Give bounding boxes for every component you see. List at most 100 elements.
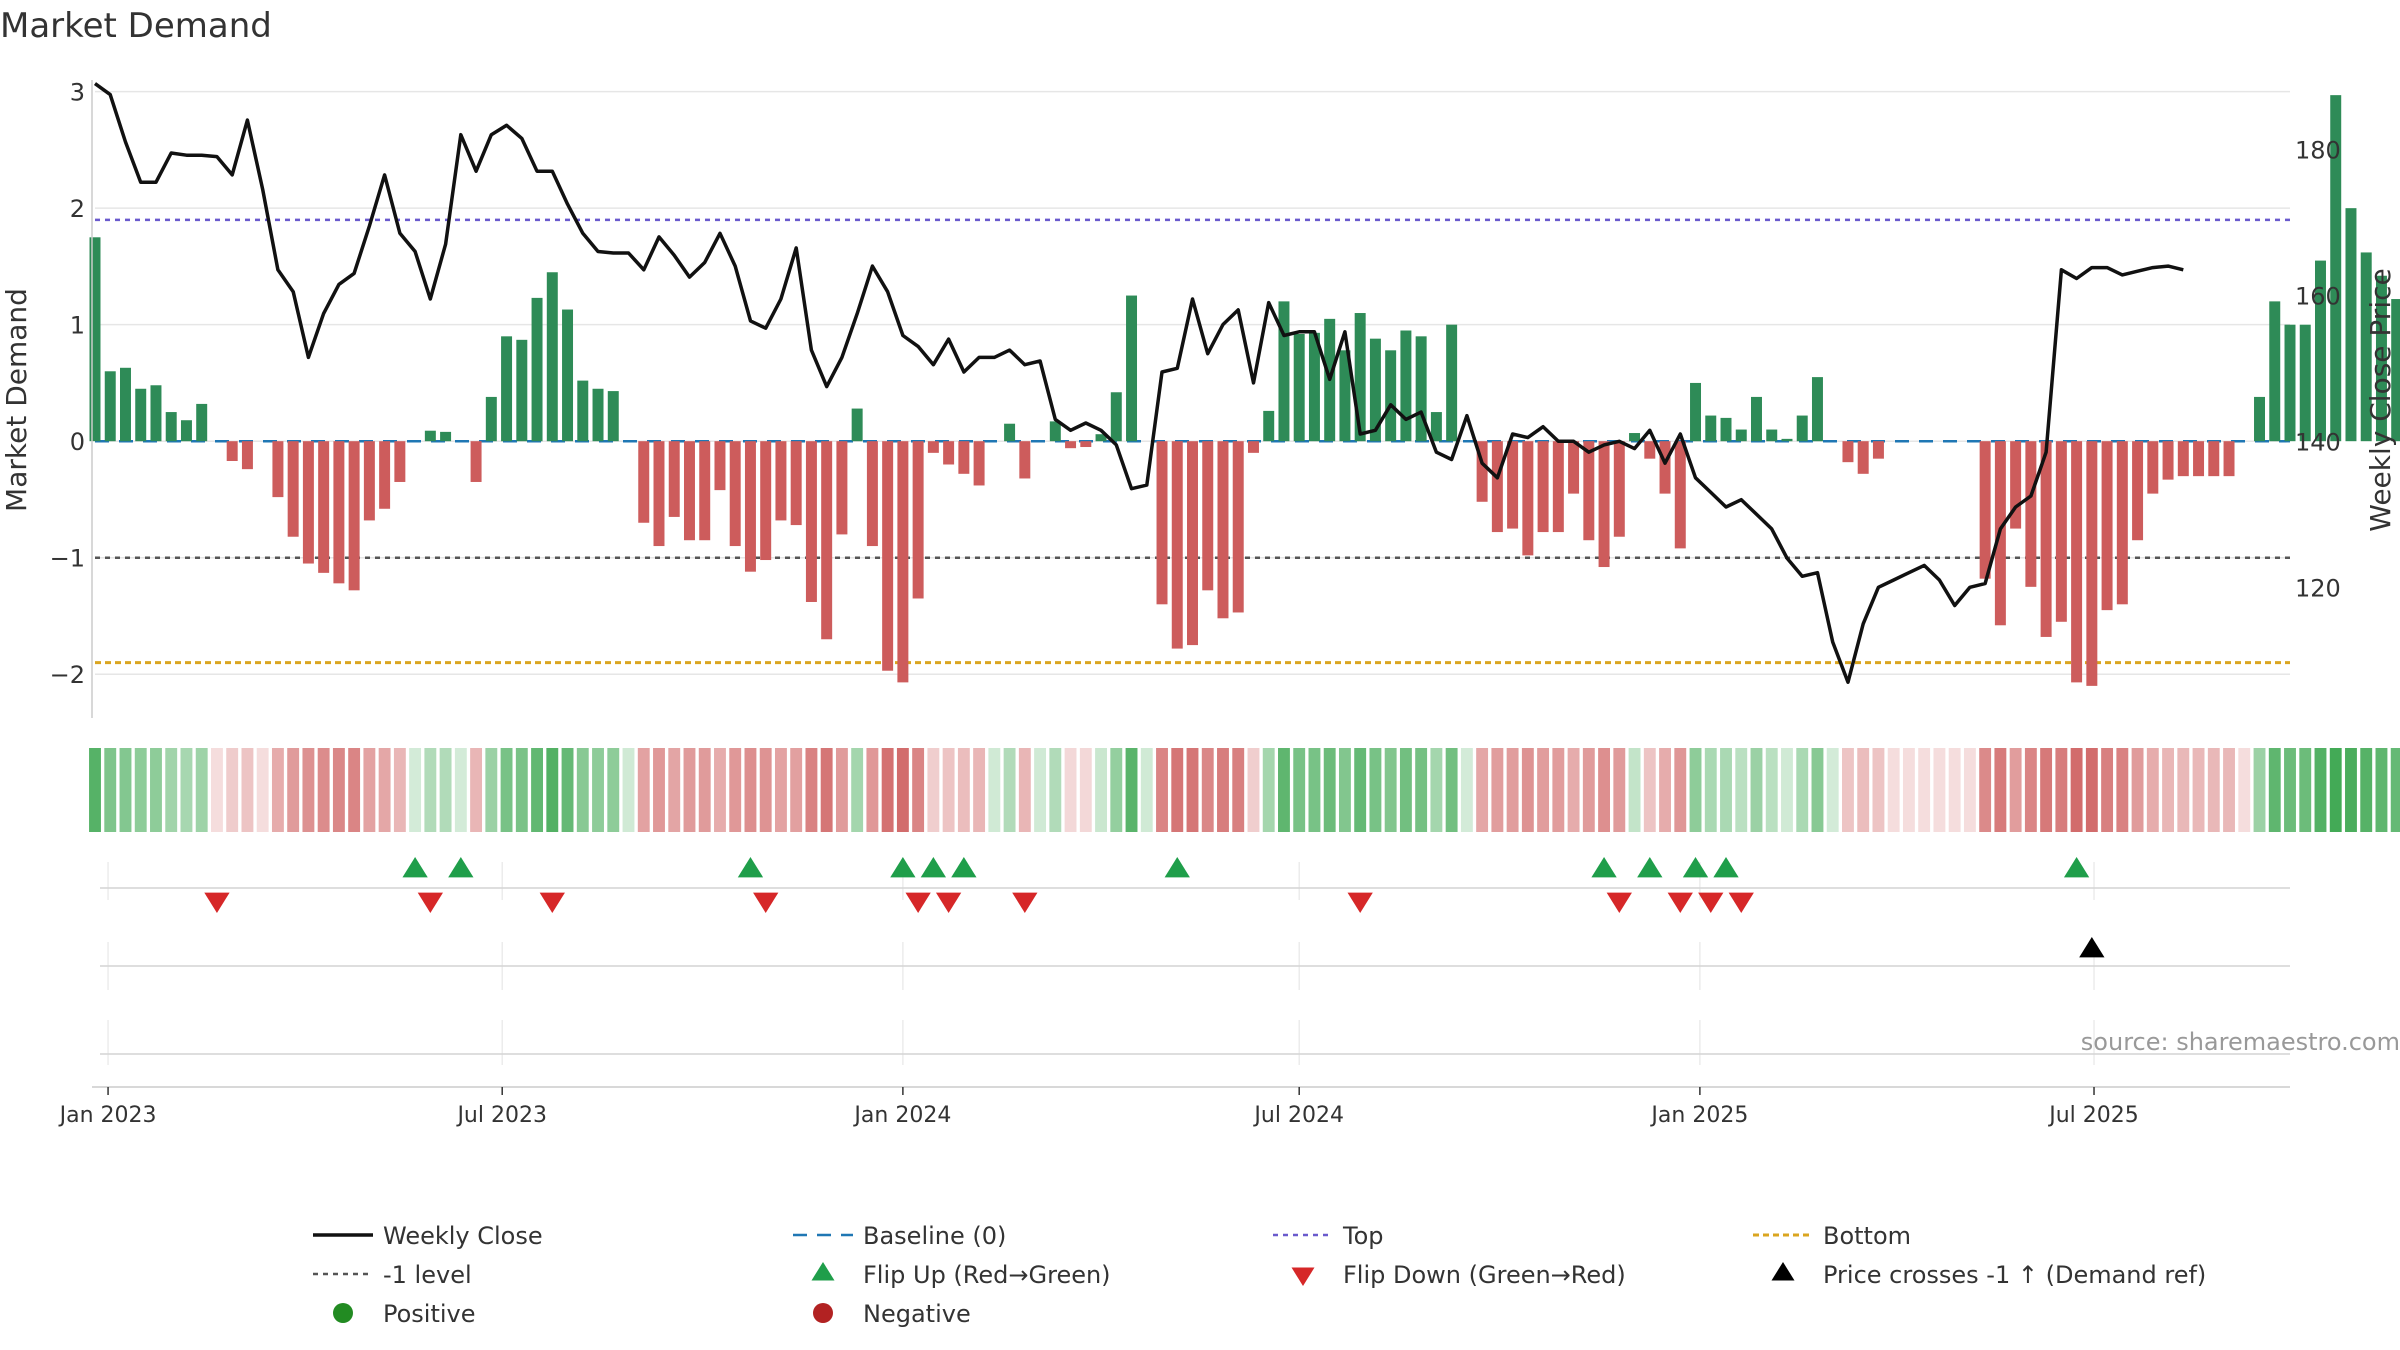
heat-strip-cell [424, 748, 437, 832]
heat-strip-cell [454, 748, 467, 832]
heat-strip-cell [1506, 748, 1519, 832]
positive-bar [531, 297, 543, 442]
heat-strip-cell [912, 748, 925, 832]
heat-strip-cell [2207, 748, 2220, 832]
positive-bar [196, 403, 208, 442]
negative-bar [2101, 441, 2113, 611]
legend-label: Flip Up (Red→Green) [863, 1261, 1111, 1289]
flip-down-marker [204, 892, 230, 913]
heat-strip-cell [1537, 748, 1550, 832]
reference-lines [95, 218, 2290, 665]
heat-strip-cell [439, 748, 452, 832]
heat-strip-cell [1704, 748, 1717, 832]
positive-bar [1400, 330, 1412, 442]
heat-strip-cell [668, 748, 681, 832]
heat-strip-cell [409, 748, 422, 832]
heat-strip-cell [1552, 748, 1565, 832]
negative-bar [1507, 441, 1519, 529]
negative-bar [1644, 441, 1656, 459]
heat-strip-cell [988, 748, 1001, 832]
legend-price-cross-swatch [1771, 1262, 1795, 1281]
heat-strip-cell [1933, 748, 1946, 832]
negative-bar [2177, 441, 2189, 477]
y-tick-label: 3 [70, 79, 85, 107]
negative-bar [2132, 441, 2144, 541]
negative-bar [1080, 441, 1092, 448]
heat-strip-cell [348, 748, 361, 832]
y2-axis-label: Weekly Close Price [2364, 268, 2397, 531]
legend-positive-swatch [333, 1303, 353, 1323]
negative-bar [333, 441, 345, 584]
heat-strip-cell [851, 748, 864, 832]
positive-bar [501, 336, 513, 442]
heat-strip-cell [1872, 748, 1885, 832]
heat-strip-cell [1918, 748, 1931, 832]
flip-down-marker [905, 892, 931, 913]
heat-strip-cell [1598, 748, 1611, 832]
flip-down-marker [1698, 892, 1724, 913]
heat-strip-cell [2101, 748, 2114, 832]
heat-strip-cell [2329, 748, 2342, 832]
negative-bar [760, 441, 772, 561]
heat-strip-cell [1445, 748, 1458, 832]
negative-bar [638, 441, 650, 523]
legend-label: -1 level [383, 1261, 472, 1289]
x-axis: Jan 2023 Jul 2023 Jan 2024 Jul 2024 Jan 2025… [58, 1086, 2290, 1128]
heat-strip-cell [1521, 748, 1534, 832]
heat-strip-cell [1720, 748, 1732, 832]
positive-bar [1004, 423, 1016, 442]
heat-strip-cell [2345, 748, 2357, 832]
flip-up-marker [951, 857, 977, 878]
heat-strip-cell [1338, 748, 1351, 832]
negative-bar [1522, 441, 1534, 556]
heat-strip-cell [622, 748, 635, 832]
heat-strip-cell [2299, 748, 2312, 832]
negative-bar [927, 441, 939, 453]
positive-bar [1690, 382, 1702, 442]
positive-bar [89, 237, 101, 442]
legend-label: Baseline (0) [863, 1222, 1006, 1250]
heat-strip-cell [2024, 748, 2037, 832]
heat-strip-cell [180, 748, 193, 832]
heat-strip-cell [881, 748, 894, 832]
flip-up-marker [1713, 857, 1739, 878]
heat-strip-cell [1110, 748, 1123, 832]
heat-strip-cell [378, 748, 391, 832]
negative-bar [1552, 441, 1564, 533]
negative-bar [805, 441, 817, 602]
x-tick-label: Jan 2024 [852, 1103, 951, 1128]
negative-bar [1232, 441, 1244, 613]
heat-strip-cell [607, 748, 620, 832]
heat-strip-cell [134, 748, 147, 832]
heat-strip-cell [546, 748, 559, 832]
heat-strip-cell [2116, 748, 2129, 832]
negative-bar [348, 441, 360, 591]
negative-bar [866, 441, 878, 547]
y2-tick-label: 160 [2295, 282, 2341, 310]
heat-strip-cell [1491, 748, 1504, 832]
heat-strip-cell [1811, 748, 1824, 832]
heat-strip-cell [1049, 748, 1062, 832]
flip-down-marker [417, 892, 443, 913]
negative-bar [943, 441, 955, 465]
heat-strip-cell [1826, 748, 1839, 832]
heat-strip-cell [820, 748, 833, 832]
positive-bar [1049, 421, 1061, 442]
heat-strip-cell [1781, 748, 1793, 832]
legend-flip-down-swatch [1291, 1267, 1315, 1286]
heat-strip-cell [1948, 748, 1961, 832]
chart-title: Market Demand [0, 6, 272, 46]
negative-bar [287, 441, 299, 537]
legend-label: Negative [863, 1300, 971, 1328]
heat-strip-cell [485, 748, 498, 832]
heat-strip-cell [1278, 748, 1290, 832]
negative-bar [1217, 441, 1229, 619]
positive-bar [1126, 295, 1138, 442]
legend-label: Bottom [1823, 1222, 1911, 1250]
negative-bar [836, 441, 848, 535]
heat-strip-cell [210, 748, 223, 832]
heat-strip-cell [1689, 748, 1702, 832]
positive-bar [577, 380, 589, 442]
positive-bar [2375, 275, 2387, 442]
negative-bar [2010, 441, 2022, 529]
